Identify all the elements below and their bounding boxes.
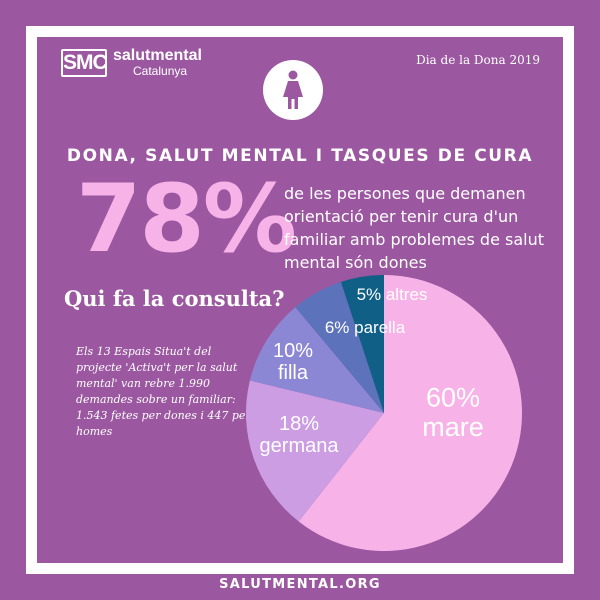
pie-slice-mare (298, 275, 522, 551)
logo-mark: SMC (61, 49, 108, 77)
subtitle: DONA, SALUT MENTAL I TASQUES DE CURA (66, 146, 534, 166)
logo-name: salutmental (113, 47, 202, 64)
woman-icon (283, 70, 303, 109)
pie-slice-filla (249, 307, 384, 413)
pie-slice-parella (295, 281, 384, 413)
logo-subtitle: Catalunya (133, 64, 188, 78)
pie-label-germana: 18% germana (260, 413, 340, 457)
chart-question: Qui fa la consulta? (64, 286, 285, 311)
headline-description: de les persones que demanen orientació p… (284, 184, 545, 272)
event-label: Dia de la Dona 2019 (416, 53, 540, 67)
chart-note: Els 13 Espais Situa't del projecte 'Acti… (76, 345, 251, 438)
pie-label-filla: 10% filla (273, 340, 313, 384)
pie-slice-altres (340, 275, 384, 413)
pie-slice-germana (245, 380, 384, 522)
pie-label-altres: 5% altres (357, 285, 428, 304)
footer-url: SALUTMENTAL.ORG (219, 577, 381, 592)
headline-percentage: 78% (76, 165, 297, 274)
woman-badge (263, 60, 323, 120)
pie-label-mare: 60% mare (422, 383, 484, 443)
pie-label-parella: 6% parella (325, 318, 406, 337)
